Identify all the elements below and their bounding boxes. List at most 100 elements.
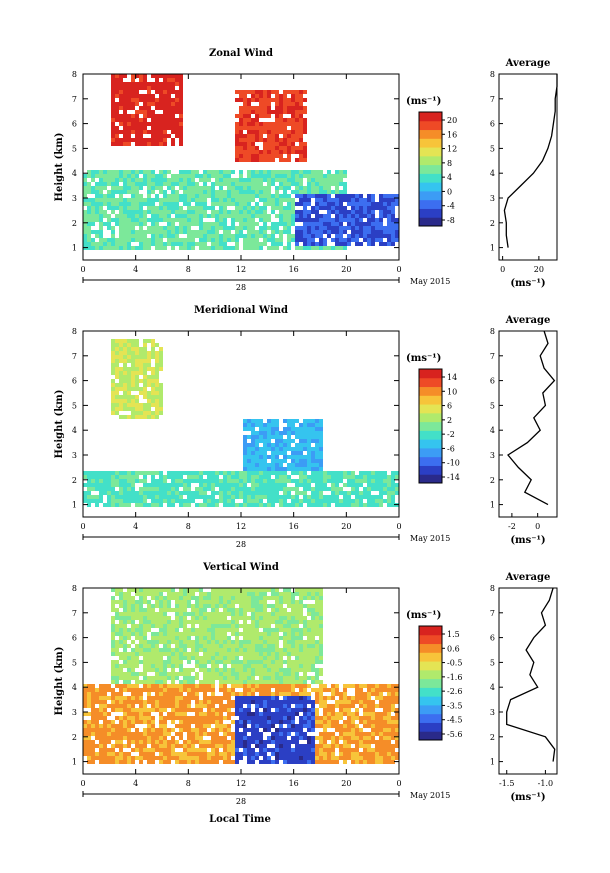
heatmap-cell	[119, 90, 123, 94]
heatmap-cell	[115, 355, 119, 359]
heatmap-cell	[103, 491, 107, 495]
heatmap-cell	[143, 688, 147, 692]
heatmap-cell	[283, 471, 287, 475]
heatmap-cell	[287, 467, 291, 471]
heatmap-cell	[155, 503, 159, 507]
heatmap-cell	[155, 491, 159, 495]
heatmap-cell	[83, 242, 87, 246]
heatmap-cell	[283, 419, 287, 423]
heatmap-cell	[131, 210, 135, 214]
heatmap-cell	[271, 652, 275, 656]
heatmap-cell	[291, 222, 295, 226]
heatmap-cell	[99, 210, 103, 214]
heatmap-cell	[91, 246, 95, 250]
heatmap-cell	[135, 399, 139, 403]
heatmap-cell	[155, 194, 159, 198]
heatmap-cell	[163, 588, 167, 592]
heatmap-cell	[367, 499, 371, 503]
heatmap-cell	[235, 98, 239, 102]
heatmap-cell	[255, 712, 259, 716]
heatmap-cell	[215, 479, 219, 483]
heatmap-cell	[267, 214, 271, 218]
heatmap-cell	[271, 122, 275, 126]
heatmap-cell	[235, 186, 239, 190]
heatmap-cell	[219, 712, 223, 716]
heatmap-cell	[167, 656, 171, 660]
heatmap-cell	[143, 82, 147, 86]
heatmap-cell	[119, 752, 123, 756]
heatmap-cell	[119, 399, 123, 403]
heatmap-cell	[259, 242, 263, 246]
heatmap-cell	[127, 238, 131, 242]
heatmap-cell	[267, 724, 271, 728]
heatmap-cell	[183, 487, 187, 491]
heatmap-cell	[283, 246, 287, 250]
heatmap-cell	[211, 672, 215, 676]
heatmap-cell	[267, 98, 271, 102]
heatmap-cell	[111, 114, 115, 118]
heatmap-cell	[271, 130, 275, 134]
heatmap-cell	[299, 503, 303, 507]
heatmap-cell	[295, 110, 299, 114]
heatmap-cell	[339, 198, 343, 202]
heatmap-cell	[83, 752, 87, 756]
heatmap-cell	[243, 455, 247, 459]
heatmap-cell	[287, 238, 291, 242]
heatmap-cell	[107, 222, 111, 226]
heatmap-cell	[243, 652, 247, 656]
heatmap-cell	[131, 475, 135, 479]
heatmap-cell	[263, 491, 267, 495]
heatmap-cell	[115, 347, 119, 351]
heatmap-cell	[291, 467, 295, 471]
heatmap-cell	[239, 118, 243, 122]
heatmap-cell	[263, 744, 267, 748]
heatmap-cell	[127, 756, 131, 760]
heatmap-cell	[247, 736, 251, 740]
heatmap-cell	[143, 379, 147, 383]
heatmap-cell	[271, 760, 275, 764]
heatmap-cell	[123, 688, 127, 692]
heatmap-cell	[131, 375, 135, 379]
heatmap-cell	[295, 130, 299, 134]
heatmap-cell	[123, 343, 127, 347]
heatmap-cell	[319, 423, 323, 427]
heatmap-cell	[283, 455, 287, 459]
heatmap-cell	[371, 194, 375, 198]
heatmap-cell	[251, 495, 255, 499]
heatmap-cell	[219, 234, 223, 238]
heatmap-cell	[251, 624, 255, 628]
heatmap-cell	[255, 680, 259, 684]
heatmap-cell	[127, 487, 131, 491]
heatmap-cell	[187, 716, 191, 720]
heatmap-cell	[275, 423, 279, 427]
heatmap-cell	[191, 688, 195, 692]
heatmap-cell	[191, 471, 195, 475]
heatmap-cell	[123, 126, 127, 130]
heatmap-cell	[219, 596, 223, 600]
heatmap-cell	[259, 110, 263, 114]
heatmap-cell	[111, 748, 115, 752]
heatmap-cell	[299, 447, 303, 451]
heatmap-cell	[211, 479, 215, 483]
heatmap-cell	[147, 471, 151, 475]
heatmap-cell	[255, 439, 259, 443]
heatmap-cell	[199, 178, 203, 182]
heatmap-cell	[263, 708, 267, 712]
heatmap-cell	[231, 198, 235, 202]
heatmap-cell	[215, 660, 219, 664]
heatmap-cell	[131, 616, 135, 620]
heatmap-cell	[131, 114, 135, 118]
heatmap-cell	[111, 242, 115, 246]
heatmap-cell	[203, 680, 207, 684]
heatmap-cell	[271, 427, 275, 431]
heatmap-cell	[223, 178, 227, 182]
heatmap-cell	[351, 234, 355, 238]
heatmap-cell	[151, 604, 155, 608]
heatmap-cell	[223, 608, 227, 612]
heatmap-cell	[159, 226, 163, 230]
heatmap-cell	[83, 483, 87, 487]
heatmap-cell	[239, 640, 243, 644]
heatmap-cell	[331, 218, 335, 222]
heatmap-cell	[127, 130, 131, 134]
heatmap-cell	[363, 210, 367, 214]
